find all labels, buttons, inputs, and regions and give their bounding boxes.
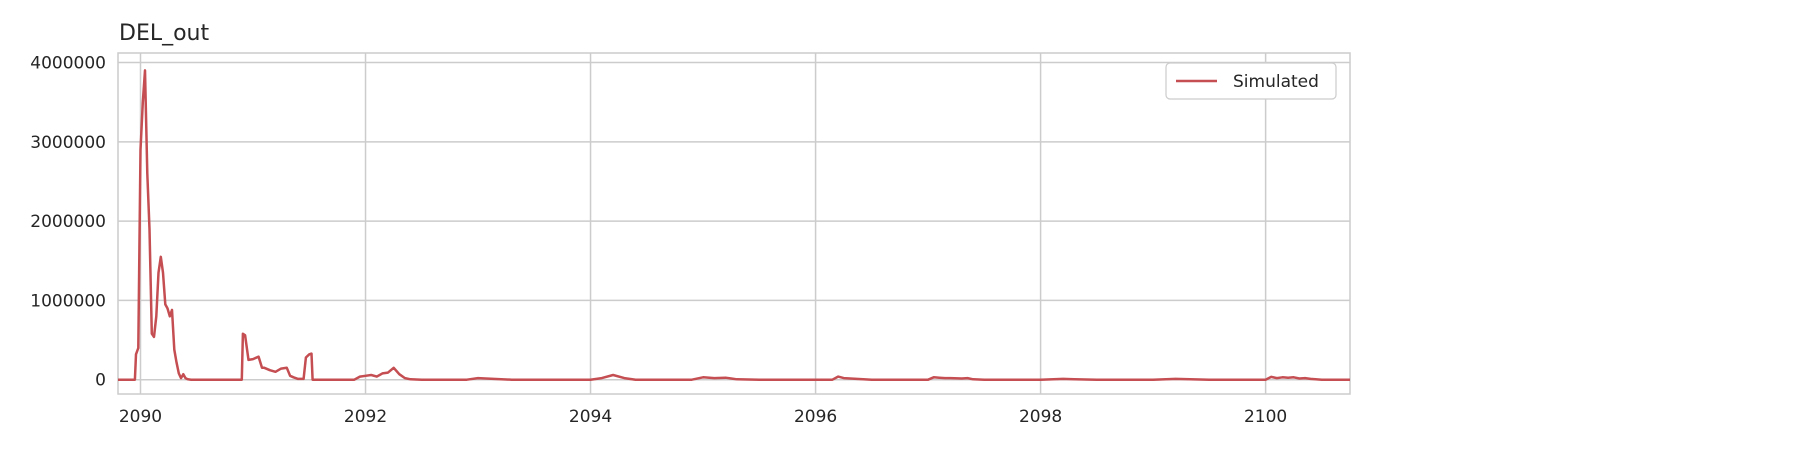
grid [118, 53, 1350, 394]
x-tick-label: 2092 [344, 407, 387, 427]
chart-title: DEL_out [119, 21, 210, 46]
y-tick-label: 4000000 [30, 54, 106, 74]
series-line-simulated [118, 69, 1350, 381]
x-tick-label: 2100 [1244, 407, 1287, 427]
legend-box [1165, 62, 1337, 100]
series-layer [118, 69, 1350, 381]
legend: Simulated [1165, 62, 1337, 100]
plot-frame [117, 52, 1351, 395]
y-tick-label: 3000000 [30, 133, 106, 153]
y-tick-label: 2000000 [30, 212, 106, 232]
y-tick-label: 0 [95, 371, 106, 391]
x-tick-label: 2098 [1019, 407, 1062, 427]
y-tick-label: 1000000 [30, 291, 106, 311]
x-tick-label: 2096 [794, 407, 837, 427]
x-tick-label: 2090 [119, 407, 162, 427]
x-tick-label: 2094 [569, 407, 612, 427]
legend-label-simulated: Simulated [1233, 72, 1319, 92]
tick-labels: 2090 2092 2094 2096 2098 2100 0 1000000 2000000 3… [30, 54, 1287, 427]
